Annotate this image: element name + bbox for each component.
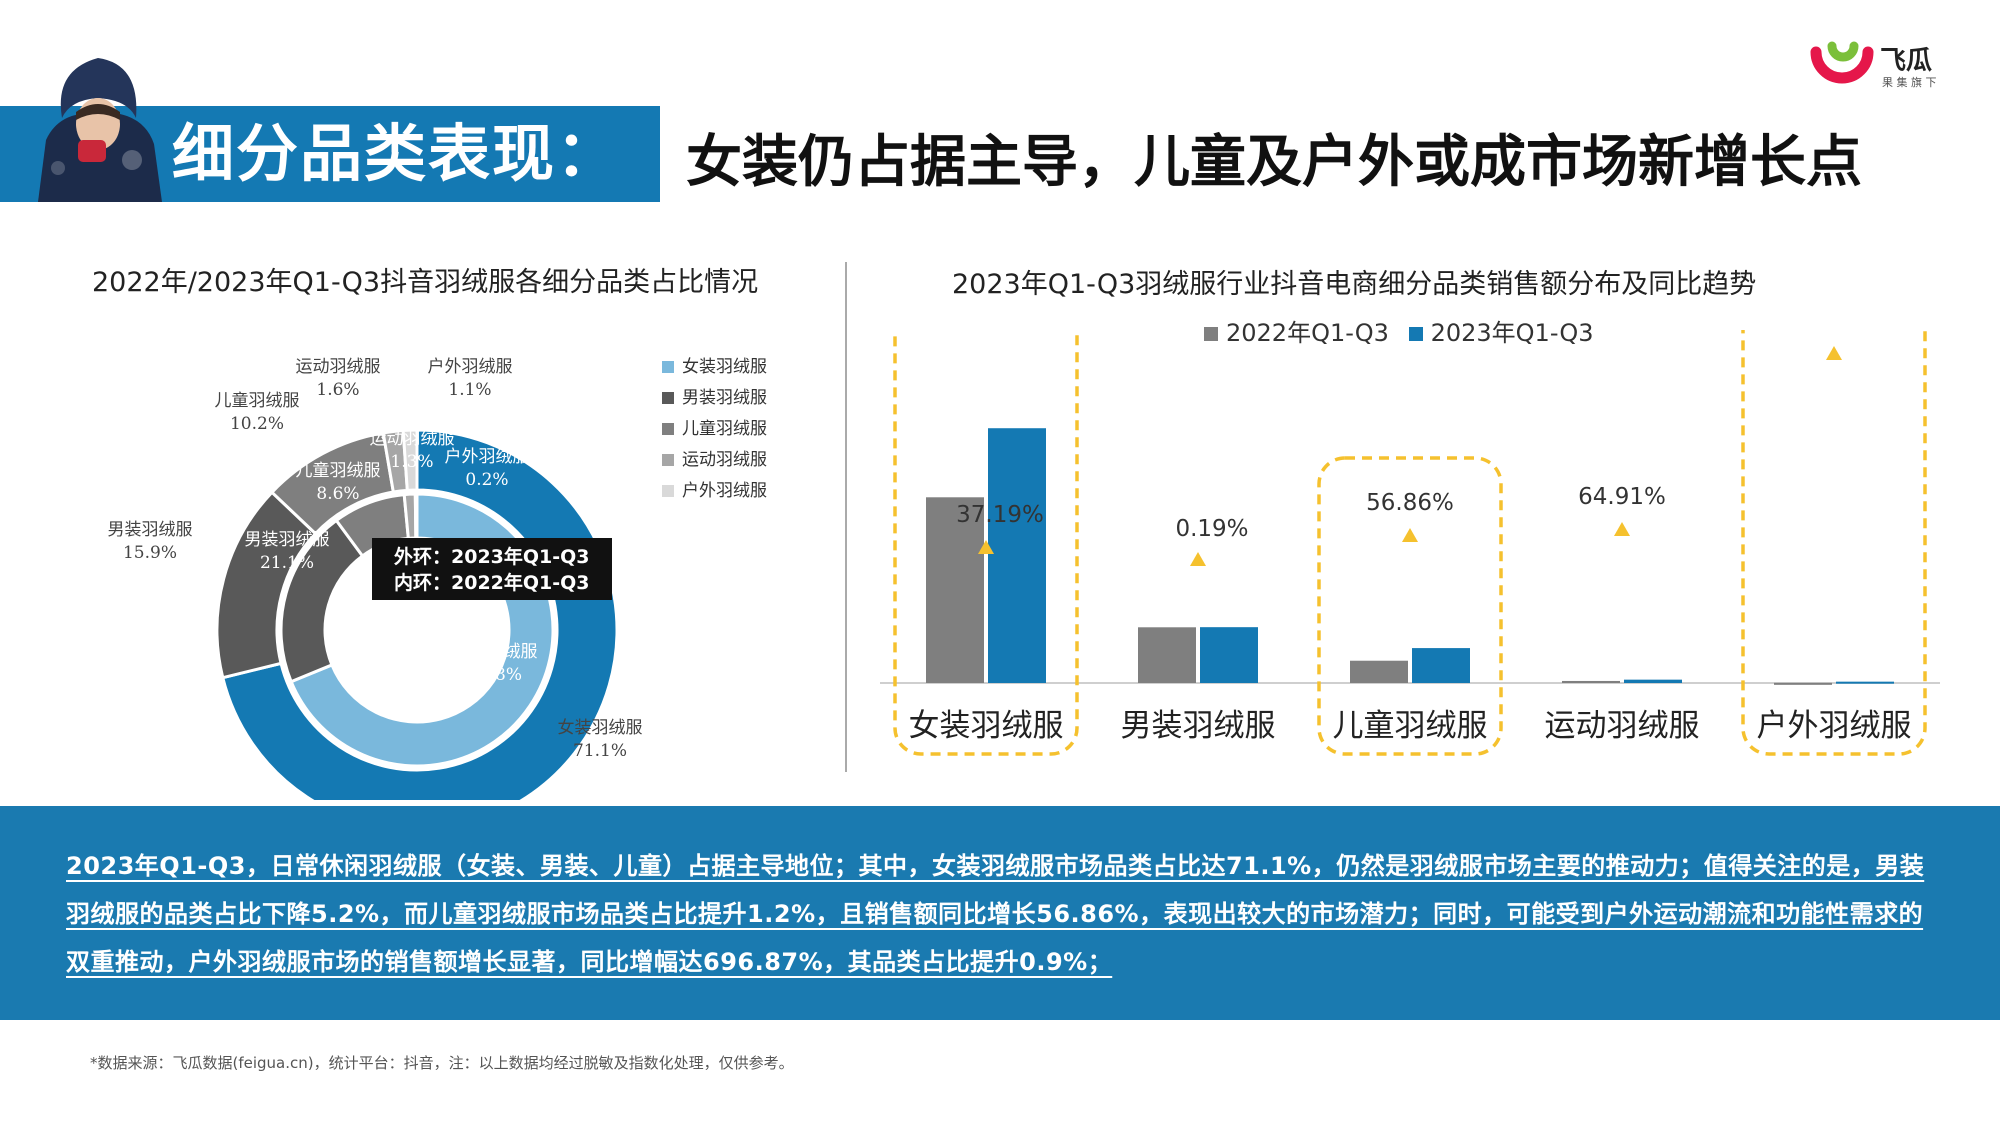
outer-slice-4-value: 1.1%: [448, 380, 491, 400]
inner-slice-3-label: 运动羽绒服: [370, 429, 455, 449]
legend-swatch-2022: [1204, 327, 1218, 341]
category-label-4: 户外羽绒服: [1757, 708, 1912, 744]
donut-chart-title: 2022年/2023年Q1-Q3抖音羽绒服各细分品类占比情况: [92, 267, 759, 298]
header-right-title: 女装仍占据主导，儿童及户外或成市场新增长点: [686, 129, 1862, 195]
inner-slice-4-label: 户外羽绒服: [445, 447, 530, 467]
outer-slice-0: [220, 428, 619, 800]
inner-slice-2-value: 8.6%: [316, 484, 359, 504]
category-label-3: 运动羽绒服: [1545, 708, 1700, 744]
highlight-box-0: [893, 330, 1079, 756]
inner-slice-1-value: 21.1%: [260, 553, 314, 573]
legend-label: 儿童羽绒服: [682, 419, 767, 439]
bar-legend: 2022年Q1-Q3 2023年Q1-Q3: [1204, 313, 1594, 348]
ring-note-inner: 内环：2022年Q1-Q3: [394, 572, 590, 594]
summary-text: 2023年Q1-Q3，日常休闲羽绒服（女装、男装、儿童）占据主导地位；其中，女装…: [66, 852, 1925, 976]
bar-1-2: [1412, 648, 1470, 683]
yoy-triangle-1: [1190, 552, 1206, 566]
bar-0-2: [1350, 660, 1408, 683]
summary-band: [0, 806, 2000, 1020]
legend-label: 男装羽绒服: [682, 388, 767, 408]
outer-slice-3-value: 1.6%: [316, 380, 359, 400]
bar-0-4: [1774, 682, 1832, 685]
outer-slice-3-label: 运动羽绒服: [296, 357, 381, 377]
ring-note-outer: 外环：2023年Q1-Q3: [394, 546, 590, 568]
legend-swatch: [662, 485, 674, 497]
outer-slice-4: [401, 428, 419, 492]
inner-slice-4-value: 0.2%: [465, 470, 508, 490]
yoy-label-1: 0.19%: [1175, 516, 1248, 542]
bar-chart-title: 2023年Q1-Q3羽绒服行业抖音电商细分品类销售额分布及同比趋势: [952, 269, 1757, 300]
outer-slice-2-value: 10.2%: [230, 414, 284, 434]
yoy-triangle-4: [1826, 346, 1842, 360]
brand-logo: 飞瓜 果 集 旗 下: [1808, 38, 1958, 94]
legend-swatch: [662, 423, 674, 435]
legend-item-sports: 运动羽绒服: [662, 445, 767, 470]
inner-slice-4: [413, 492, 419, 540]
highlight-box-2: [1317, 456, 1503, 756]
bar-0-0: [926, 497, 984, 683]
outer-slice-0-value: 71.1%: [573, 741, 627, 761]
legend-swatch: [662, 392, 674, 404]
category-label-0: 女装羽绒服: [909, 708, 1064, 744]
highlight-box-4: [1741, 330, 1927, 756]
brand-name: 飞瓜: [1880, 46, 1933, 76]
inner-slice-0-label: 女装羽绒服: [453, 642, 538, 662]
legend-swatch: [662, 454, 674, 466]
legend-label-2023: 2023年Q1-Q3: [1430, 319, 1594, 347]
brand-tagline: 果 集 旗 下: [1882, 76, 1937, 89]
outer-slice-1-value: 15.9%: [123, 543, 177, 563]
category-label-2: 儿童羽绒服: [1333, 708, 1488, 744]
yoy-label-0: 37.19%: [956, 502, 1044, 528]
legend-item-mens: 男装羽绒服: [662, 383, 767, 408]
legend-label: 运动羽绒服: [682, 450, 767, 470]
legend-swatch: [662, 361, 674, 373]
header-left-title: 细分品类表现：: [172, 117, 621, 190]
yoy-label-4: 696.87%: [1783, 330, 1885, 334]
legend-swatch-2023: [1408, 327, 1423, 341]
inner-slice-2-label: 儿童羽绒服: [296, 461, 381, 481]
legend-item-kids: 儿童羽绒服: [662, 414, 767, 439]
outer-slice-1-label: 男装羽绒服: [108, 520, 193, 540]
yoy-triangle-0: [978, 540, 994, 554]
bar-1-3: [1624, 679, 1682, 683]
inner-slice-3-value: 1.3%: [390, 452, 433, 472]
ring-note: 外环：2023年Q1-Q3 内环：2022年Q1-Q3: [372, 538, 612, 600]
bar-0-3: [1562, 680, 1620, 683]
legend-item-outdoor: 户外羽绒服: [662, 476, 767, 501]
outer-slice-2-label: 儿童羽绒服: [215, 391, 300, 411]
category-label-1: 男装羽绒服: [1121, 708, 1276, 744]
bar-0-1: [1138, 627, 1196, 683]
bar-1-4: [1836, 681, 1894, 684]
inner-slice-1-label: 男装羽绒服: [245, 530, 330, 550]
inner-slice-0-value: 68.8%: [468, 665, 522, 685]
legend-item-womens: 女装羽绒服: [662, 352, 767, 377]
outer-slice-0-label: 女装羽绒服: [558, 718, 643, 738]
outer-slice-4-label: 户外羽绒服: [428, 357, 513, 377]
yoy-triangle-2: [1402, 528, 1418, 542]
bar-chart: 女装羽绒服 37.19% 男装羽绒服 0.19% 儿童羽绒服 56.86% 运动羽绒服 64.…: [880, 330, 1940, 756]
feigua-logo-icon: [1810, 41, 1874, 84]
legend-label: 女装羽绒服: [682, 357, 767, 377]
legend-label: 户外羽绒服: [682, 481, 767, 501]
yoy-label-2: 56.86%: [1366, 490, 1454, 516]
bar-1-0: [988, 428, 1046, 683]
bar-1-1: [1200, 627, 1258, 683]
yoy-triangle-3: [1614, 522, 1630, 536]
person-photo: [38, 58, 162, 202]
chart-divider: [845, 262, 847, 772]
yoy-label-3: 64.91%: [1578, 484, 1666, 510]
legend-label-2022: 2022年Q1-Q3: [1226, 319, 1389, 347]
footnote: *数据来源：飞瓜数据(feigua.cn)，统计平台：抖音，注：以上数据均经过脱…: [90, 1054, 794, 1072]
